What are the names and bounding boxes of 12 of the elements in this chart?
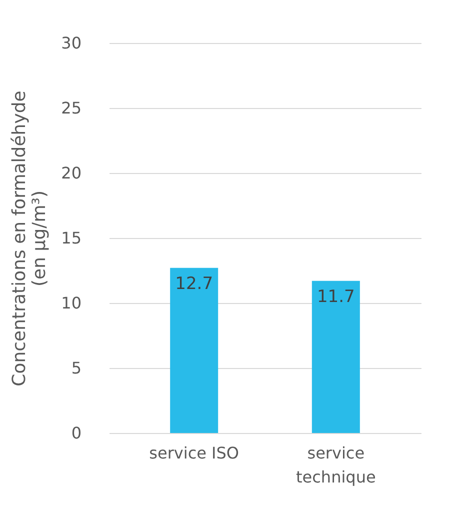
y-tick-label: 15 — [61, 228, 82, 248]
y-tick-label: 25 — [61, 98, 82, 118]
y-tick-label: 5 — [71, 358, 82, 378]
y-tick-label: 30 — [61, 34, 82, 52]
x-tick-label: service technique — [296, 444, 376, 486]
y-tick-label: 10 — [61, 294, 82, 312]
data-label: 11.7 — [316, 286, 355, 307]
y-axis-title: Concentrations en formaldéhyde (en µg/m³) — [9, 90, 50, 386]
x-tick-label: service ISO — [149, 444, 240, 462]
y-tick-label: 0 — [71, 424, 82, 442]
data-label: 12.7 — [175, 274, 214, 294]
y-tick-label: 20 — [61, 164, 82, 182]
